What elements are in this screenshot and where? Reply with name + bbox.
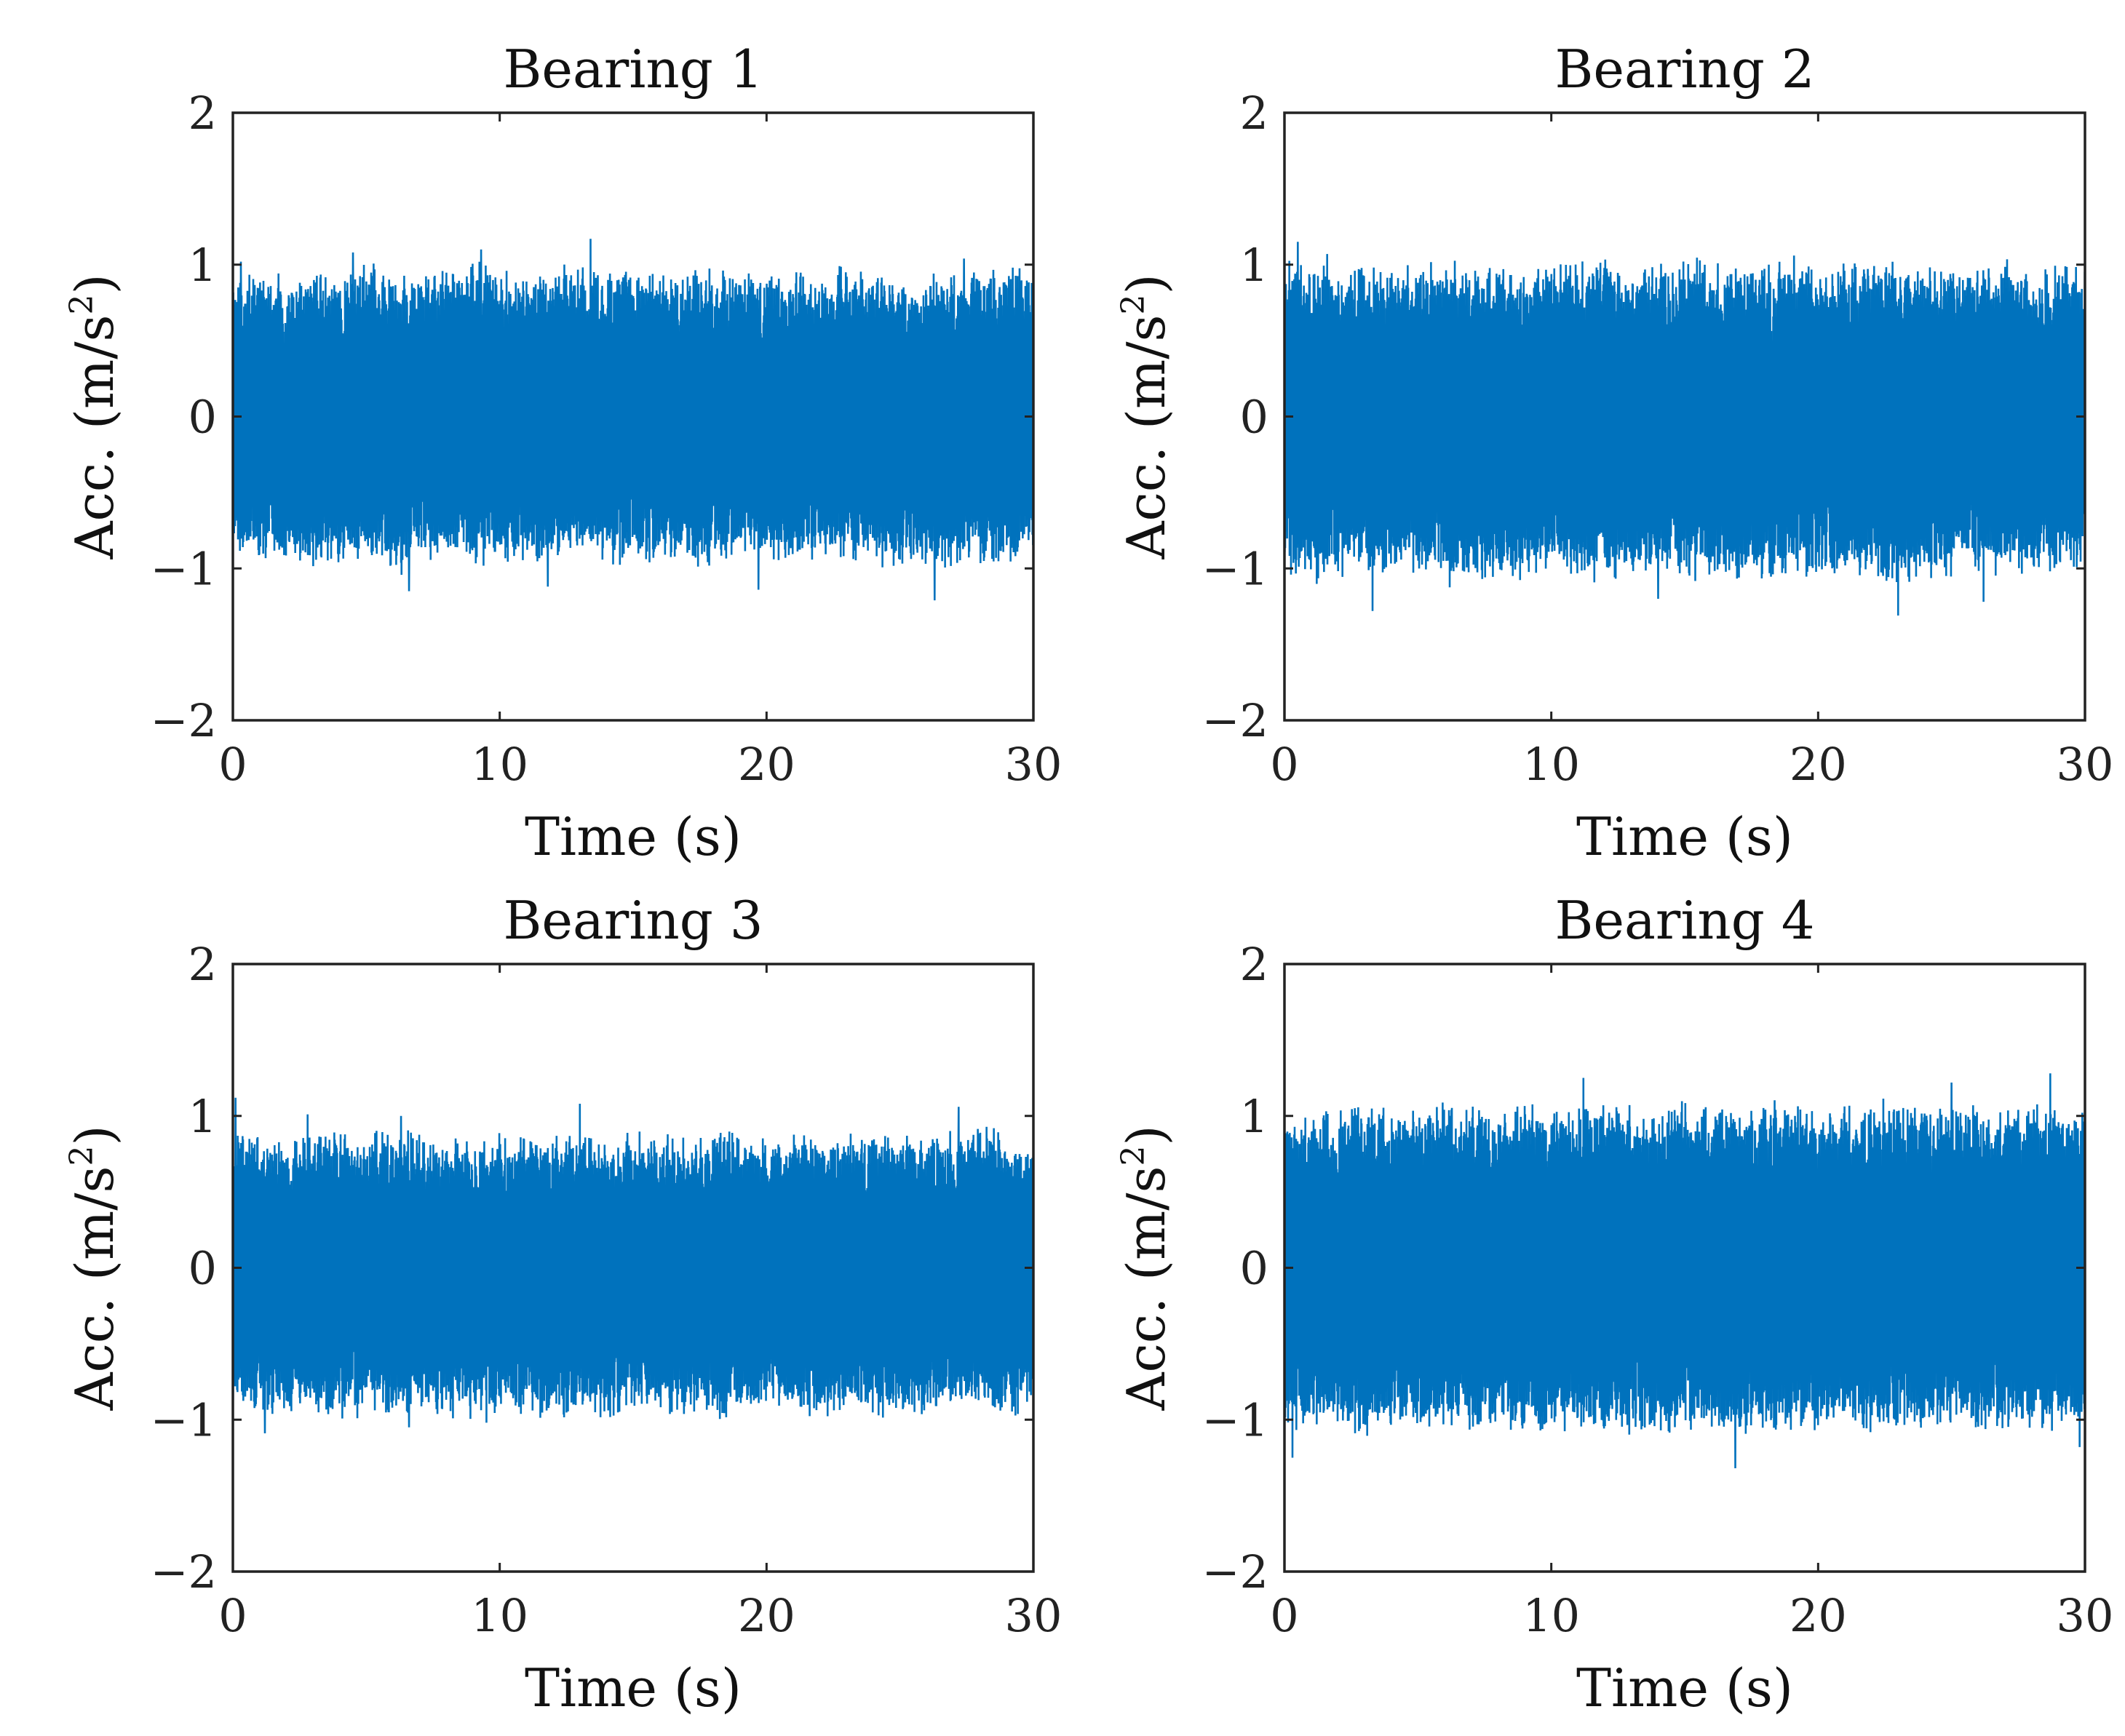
axis-ticks: 0 10 20 30 −2 −1 0 1 2 xyxy=(1202,938,2114,1642)
x-tick-label: 30 xyxy=(2057,1589,2114,1642)
chart-title: Bearing 2 xyxy=(1554,39,1814,100)
y-tick-label: −1 xyxy=(151,1393,217,1446)
y-axis-label-main: Acc. (m/s xyxy=(64,315,125,560)
y-tick-label: −2 xyxy=(151,694,217,747)
plot-area xyxy=(233,1097,1033,1434)
x-tick-label: 30 xyxy=(1005,1589,1062,1642)
x-tick-label: 20 xyxy=(738,1589,795,1642)
y-axis-label-main: Acc. (m/s xyxy=(1116,315,1177,560)
x-tick-label: 0 xyxy=(1270,738,1298,791)
y-axis-label-sup: 2 xyxy=(63,295,100,315)
x-tick-label: 20 xyxy=(1790,1589,1847,1642)
y-tick-label: −2 xyxy=(1202,694,1268,747)
x-axis-label: Time (s) xyxy=(525,1657,742,1719)
plot-area xyxy=(233,239,1033,601)
y-tick-label: 0 xyxy=(1240,1242,1268,1295)
y-tick-label: −1 xyxy=(1202,1393,1268,1446)
y-axis-label-main: Acc. (m/s xyxy=(1116,1166,1177,1412)
x-axis-label: Time (s) xyxy=(1576,1657,1793,1719)
chart-title: Bearing 1 xyxy=(503,39,763,100)
y-tick-label: −1 xyxy=(151,542,217,595)
x-tick-label: 10 xyxy=(1522,738,1580,791)
y-axis-label-sup: 2 xyxy=(63,1146,100,1166)
y-axis-label-close: ) xyxy=(64,1125,125,1145)
panel-bearing-1: Bearing 1 0 10 20 30 −2 −1 0 1 2 Time (s) Acc. (… xyxy=(63,39,1062,867)
x-tick-label: 0 xyxy=(218,1589,247,1642)
axis-ticks: 0 10 20 30 −2 −1 0 1 2 xyxy=(151,938,1062,1642)
plot-area xyxy=(1284,1073,2085,1469)
series-line xyxy=(233,1097,1033,1434)
chart-title: Bearing 3 xyxy=(503,890,763,951)
y-axis-label: Acc. (m/s2) xyxy=(1115,1125,1177,1411)
axis-ticks: 0 10 20 30 −2 −1 0 1 2 xyxy=(1202,87,2114,791)
axis-ticks: 0 10 20 30 −2 −1 0 1 2 xyxy=(151,87,1062,791)
series-line xyxy=(1284,1073,2085,1469)
panel-bearing-4: Bearing 4 0 10 20 30 −2 −1 0 1 2 Time (s) Acc. (… xyxy=(1115,890,2113,1719)
y-tick-label: −2 xyxy=(151,1545,217,1598)
y-tick-label: 1 xyxy=(188,1090,217,1143)
x-axis-label: Time (s) xyxy=(525,806,742,867)
series-line xyxy=(233,239,1033,601)
x-tick-label: 10 xyxy=(471,738,528,791)
y-tick-label: 1 xyxy=(1240,239,1268,292)
y-tick-label: 2 xyxy=(188,87,217,140)
x-tick-label: 0 xyxy=(218,738,247,791)
y-tick-label: 2 xyxy=(188,938,217,991)
y-axis-label-sup: 2 xyxy=(1115,295,1152,315)
y-axis-label-close: ) xyxy=(1116,1125,1177,1145)
y-tick-label: 2 xyxy=(1240,87,1268,140)
x-tick-label: 30 xyxy=(2057,738,2114,791)
x-axis-label: Time (s) xyxy=(1576,806,1793,867)
panel-bearing-3: Bearing 3 0 10 20 30 −2 −1 0 1 2 Time (s) Acc. (… xyxy=(63,890,1062,1719)
x-tick-label: 10 xyxy=(471,1589,528,1642)
x-tick-label: 10 xyxy=(1522,1589,1580,1642)
y-tick-label: 0 xyxy=(1240,391,1268,444)
series-line xyxy=(1284,242,2085,616)
plot-area xyxy=(1284,242,2085,616)
x-tick-label: 30 xyxy=(1005,738,1062,791)
y-tick-label: 0 xyxy=(188,391,217,444)
y-axis-label: Acc. (m/s2) xyxy=(1115,274,1177,560)
y-axis-label-close: ) xyxy=(1116,274,1177,294)
y-tick-label: −2 xyxy=(1202,1545,1268,1598)
chart-title: Bearing 4 xyxy=(1554,890,1814,951)
y-axis-label: Acc. (m/s2) xyxy=(63,1125,125,1411)
y-tick-label: 2 xyxy=(1240,938,1268,991)
y-tick-label: −1 xyxy=(1202,542,1268,595)
x-tick-label: 0 xyxy=(1270,1589,1298,1642)
x-tick-label: 20 xyxy=(738,738,795,791)
y-axis-label-sup: 2 xyxy=(1115,1146,1152,1166)
y-tick-label: 0 xyxy=(188,1242,217,1295)
x-tick-label: 20 xyxy=(1790,738,1847,791)
y-axis-label-close: ) xyxy=(64,274,125,294)
y-axis-label: Acc. (m/s2) xyxy=(63,274,125,560)
y-axis-label-main: Acc. (m/s xyxy=(64,1166,125,1412)
y-tick-label: 1 xyxy=(1240,1090,1268,1143)
panel-bearing-2: Bearing 2 0 10 20 30 −2 −1 0 1 2 Time (s) Acc. (… xyxy=(1115,39,2113,867)
y-tick-label: 1 xyxy=(188,239,217,292)
